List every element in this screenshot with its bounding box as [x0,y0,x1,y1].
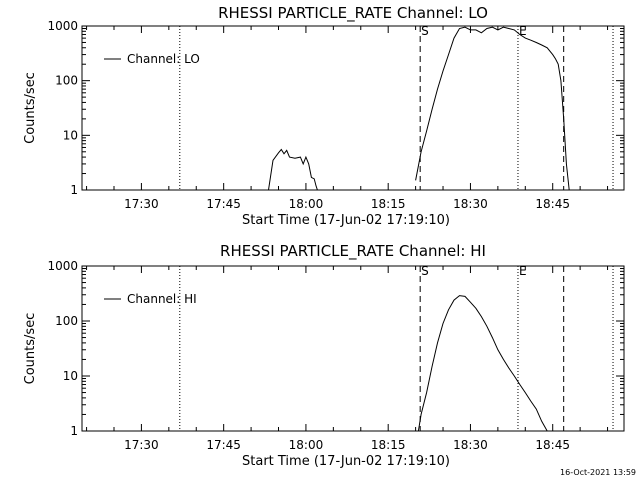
x-tick-label: 18:45 [535,438,570,452]
y-tick-label: 100 [55,74,78,88]
chart-title: RHESSI PARTICLE_RATE Channel: HI [220,242,486,261]
y-tick-label: 1000 [47,19,78,33]
x-axis-label: Start Time (17-Jun-02 17:19:10) [242,213,450,228]
time-marker-label: E [519,24,527,38]
series-line [417,295,548,431]
footer-timestamp: 16-Oct-2021 13:59 [560,468,636,477]
y-tick-label: 1 [70,424,78,438]
y-axis-label: Counts/sec [23,72,38,144]
chart-panel-lo: RHESSI PARTICLE_RATE Channel: LO Start Ti… [23,4,625,228]
time-marker-label: S [421,24,429,38]
plot-frame [81,25,625,191]
time-marker-label: E [519,264,527,278]
x-tick-label: 18:45 [535,197,570,211]
x-tick-label: 18:30 [453,197,488,211]
x-tick-label: 18:15 [371,438,406,452]
y-tick-label: 1 [70,183,78,197]
y-tick-label: 100 [55,314,78,328]
x-tick-label: 17:45 [206,438,241,452]
legend-label: Channel: LO [127,52,200,66]
x-tick-label: 18:30 [453,438,488,452]
x-axis-label: Start Time (17-Jun-02 17:19:10) [242,454,450,469]
x-tick-label: 18:00 [289,438,324,452]
chart-panel-hi: RHESSI PARTICLE_RATE Channel: HI Start Ti… [23,242,625,469]
x-tick-label: 17:30 [124,197,159,211]
series-line [268,148,318,190]
y-axis-label: Counts/sec [23,313,38,385]
y-tick-label: 10 [63,128,78,142]
series-line [415,26,570,190]
x-tick-label: 17:30 [124,438,159,452]
y-tick-label: 10 [63,369,78,383]
chart-title: RHESSI PARTICLE_RATE Channel: LO [218,4,488,23]
x-tick-label: 18:15 [371,197,406,211]
time-marker-label: S [421,264,429,278]
x-tick-label: 17:45 [206,197,241,211]
legend-label: Channel: HI [127,292,197,306]
y-tick-label: 1000 [47,259,78,273]
x-tick-label: 18:00 [289,197,324,211]
plot-frame [81,265,625,432]
